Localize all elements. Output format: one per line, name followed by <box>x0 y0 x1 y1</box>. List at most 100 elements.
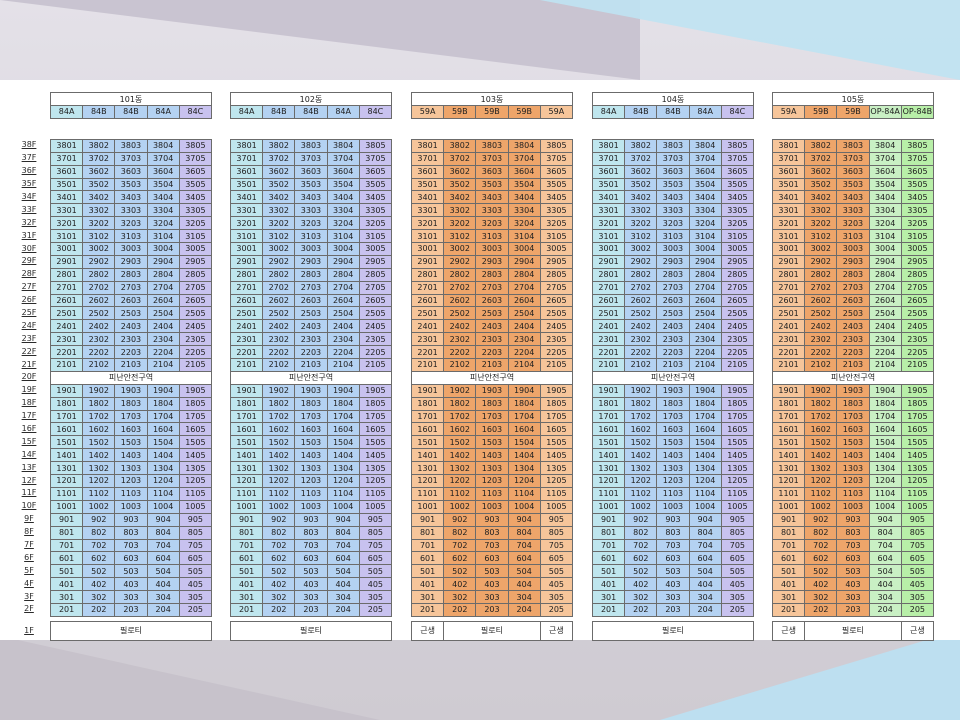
unit-cell[interactable]: 2703 <box>836 280 870 295</box>
unit-cell[interactable]: 3805 <box>539 138 574 153</box>
unit-cell[interactable]: 1001 <box>591 499 626 514</box>
unit-cell[interactable]: 2502 <box>443 306 477 321</box>
unit-cell[interactable]: 2303 <box>114 332 148 347</box>
unit-cell[interactable]: 3404 <box>507 190 541 205</box>
unit-cell[interactable]: 2304 <box>507 332 541 347</box>
unit-cell[interactable]: 1901 <box>591 383 626 398</box>
unit-cell[interactable]: 2903 <box>656 254 690 269</box>
unit-cell[interactable]: 703 <box>294 538 328 553</box>
unit-cell[interactable]: 2804 <box>868 267 902 282</box>
unit-cell[interactable]: 1303 <box>114 461 148 476</box>
unit-cell[interactable]: 3304 <box>868 203 902 218</box>
unit-cell[interactable]: 3705 <box>900 151 935 166</box>
unit-cell[interactable]: 1001 <box>771 499 806 514</box>
unit-cell[interactable]: 1301 <box>591 461 626 476</box>
unit-cell[interactable]: 505 <box>720 564 755 579</box>
unit-cell[interactable]: 1104 <box>507 486 541 501</box>
unit-cell[interactable]: 3101 <box>410 229 445 244</box>
unit-cell[interactable]: 1801 <box>229 396 264 411</box>
unit-cell[interactable]: 2503 <box>836 306 870 321</box>
unit-cell[interactable]: 2705 <box>720 280 755 295</box>
unit-cell[interactable]: 2302 <box>82 332 116 347</box>
unit-cell[interactable]: 3102 <box>262 229 296 244</box>
unit-cell[interactable]: 3703 <box>475 151 509 166</box>
unit-cell[interactable]: 1105 <box>358 486 393 501</box>
unit-cell[interactable]: 3503 <box>656 177 690 192</box>
unit-cell[interactable]: 1404 <box>326 448 360 463</box>
unit-cell[interactable]: 2105 <box>720 358 755 372</box>
unit-cell[interactable]: 2903 <box>836 254 870 269</box>
unit-cell[interactable]: 205 <box>178 602 213 617</box>
unit-cell[interactable]: 503 <box>836 564 870 579</box>
unit-cell[interactable]: 1203 <box>114 474 148 488</box>
unit-cell[interactable]: 803 <box>114 525 148 540</box>
unit-cell[interactable]: 1101 <box>49 486 84 501</box>
unit-cell[interactable]: 1102 <box>82 486 116 501</box>
unit-cell[interactable]: 3305 <box>178 203 213 218</box>
unit-cell[interactable]: 3204 <box>868 216 902 231</box>
unit-cell[interactable]: 1505 <box>720 435 755 450</box>
unit-cell[interactable]: 2603 <box>475 293 509 308</box>
unit-cell[interactable]: 203 <box>836 602 870 617</box>
unit-cell[interactable]: 805 <box>178 525 213 540</box>
unit-cell[interactable]: 3005 <box>178 242 213 256</box>
unit-cell[interactable]: 3601 <box>49 164 84 179</box>
unit-cell[interactable]: 301 <box>229 590 264 604</box>
unit-cell[interactable]: 3002 <box>624 242 658 256</box>
unit-cell[interactable]: 802 <box>804 525 838 540</box>
unit-cell[interactable]: 3001 <box>410 242 445 256</box>
unit-cell[interactable]: 204 <box>146 602 180 617</box>
unit-cell[interactable]: 3705 <box>178 151 213 166</box>
unit-cell[interactable]: 3402 <box>262 190 296 205</box>
unit-cell[interactable]: 704 <box>688 538 722 553</box>
unit-cell[interactable]: 3201 <box>49 216 84 231</box>
unit-cell[interactable]: 302 <box>804 590 838 604</box>
unit-cell[interactable]: 1302 <box>624 461 658 476</box>
unit-cell[interactable]: 2405 <box>720 319 755 334</box>
unit-cell[interactable]: 1901 <box>410 383 445 398</box>
unit-cell[interactable]: 3503 <box>836 177 870 192</box>
unit-cell[interactable]: 2202 <box>262 345 296 360</box>
unit-cell[interactable]: 3101 <box>591 229 626 244</box>
unit-cell[interactable]: 204 <box>688 602 722 617</box>
unit-cell[interactable]: 702 <box>804 538 838 553</box>
unit-cell[interactable]: 3804 <box>868 138 902 153</box>
unit-cell[interactable]: 1603 <box>656 422 690 437</box>
unit-cell[interactable]: 2203 <box>836 345 870 360</box>
unit-cell[interactable]: 2601 <box>771 293 806 308</box>
unit-cell[interactable]: 503 <box>656 564 690 579</box>
unit-cell[interactable]: 2803 <box>294 267 328 282</box>
unit-cell[interactable]: 1804 <box>326 396 360 411</box>
unit-cell[interactable]: 1405 <box>539 448 574 463</box>
unit-cell[interactable]: 3603 <box>656 164 690 179</box>
unit-cell[interactable]: 2301 <box>591 332 626 347</box>
unit-cell[interactable]: 501 <box>410 564 445 579</box>
unit-cell[interactable]: 803 <box>836 525 870 540</box>
unit-cell[interactable]: 2305 <box>358 332 393 347</box>
unit-cell[interactable]: 504 <box>688 564 722 579</box>
unit-cell[interactable]: 1302 <box>262 461 296 476</box>
unit-cell[interactable]: 3304 <box>507 203 541 218</box>
unit-cell[interactable]: 704 <box>326 538 360 553</box>
unit-cell[interactable]: 401 <box>591 577 626 592</box>
unit-cell[interactable]: 3105 <box>178 229 213 244</box>
unit-cell[interactable]: 1104 <box>326 486 360 501</box>
unit-cell[interactable]: 1105 <box>539 486 574 501</box>
unit-cell[interactable]: 1502 <box>262 435 296 450</box>
unit-cell[interactable]: 801 <box>591 525 626 540</box>
unit-cell[interactable]: 402 <box>624 577 658 592</box>
unit-cell[interactable]: 1203 <box>836 474 870 488</box>
unit-cell[interactable]: 3504 <box>146 177 180 192</box>
unit-cell[interactable]: 3705 <box>358 151 393 166</box>
unit-cell[interactable]: 1003 <box>475 499 509 514</box>
unit-cell[interactable]: 2701 <box>771 280 806 295</box>
unit-cell[interactable]: 2305 <box>900 332 935 347</box>
unit-cell[interactable]: 1905 <box>720 383 755 398</box>
unit-cell[interactable]: 403 <box>475 577 509 592</box>
unit-cell[interactable]: 502 <box>82 564 116 579</box>
unit-cell[interactable]: 3803 <box>475 138 509 153</box>
unit-cell[interactable]: 3802 <box>443 138 477 153</box>
unit-cell[interactable]: 603 <box>114 551 148 566</box>
unit-cell[interactable]: 2903 <box>475 254 509 269</box>
unit-cell[interactable]: 3205 <box>358 216 393 231</box>
